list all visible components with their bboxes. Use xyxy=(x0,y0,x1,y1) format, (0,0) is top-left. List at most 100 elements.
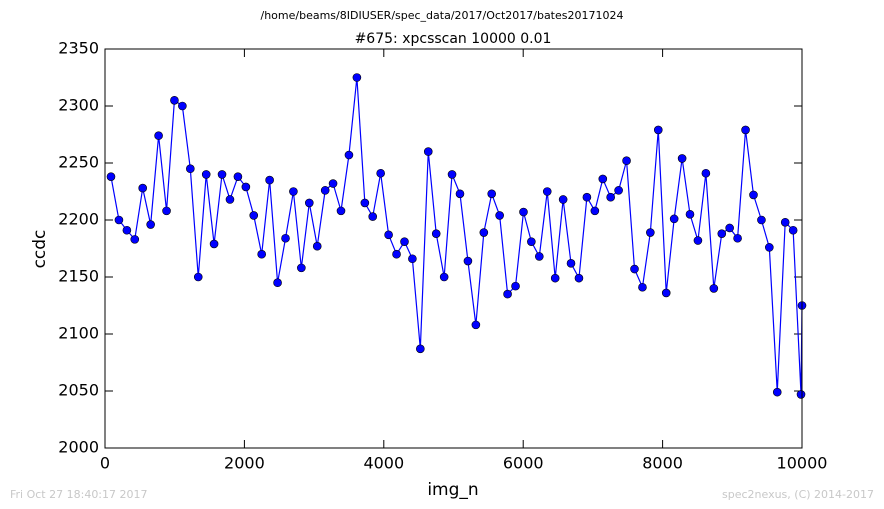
point xyxy=(146,220,155,229)
plot-frame xyxy=(104,48,803,449)
point xyxy=(241,182,251,192)
point xyxy=(757,215,766,225)
point xyxy=(487,189,496,199)
point xyxy=(289,187,298,196)
point xyxy=(154,131,163,140)
point xyxy=(257,249,266,259)
point xyxy=(590,206,600,216)
point xyxy=(741,125,750,135)
point xyxy=(336,206,346,216)
point xyxy=(130,235,140,244)
point xyxy=(717,229,727,238)
point xyxy=(566,259,576,268)
point xyxy=(503,289,512,299)
point xyxy=(685,210,695,219)
series-line xyxy=(110,77,803,395)
x-tick-label: 10000 xyxy=(777,454,828,473)
point xyxy=(328,179,338,188)
point xyxy=(796,390,806,399)
point xyxy=(344,150,354,160)
point xyxy=(273,278,282,288)
point xyxy=(733,233,742,243)
y-tick-label: 2100 xyxy=(58,324,99,343)
point xyxy=(622,156,631,166)
point xyxy=(312,241,322,251)
point xyxy=(669,214,679,224)
point xyxy=(193,272,203,282)
point xyxy=(384,230,393,240)
y-tick-label: 2300 xyxy=(58,96,99,115)
point xyxy=(376,168,385,178)
point xyxy=(368,212,378,221)
point xyxy=(550,273,560,283)
y-tick-label: 2200 xyxy=(58,210,99,229)
point xyxy=(677,154,687,163)
point xyxy=(495,211,504,220)
point xyxy=(431,229,441,238)
point xyxy=(249,211,259,220)
point xyxy=(297,263,306,273)
point xyxy=(535,252,544,261)
point xyxy=(709,284,719,293)
y-axis-label: ccdc xyxy=(30,230,50,269)
point xyxy=(772,387,782,397)
y-tick-label: 2000 xyxy=(58,438,99,457)
x-tick-label: 0 xyxy=(100,454,110,473)
point xyxy=(598,174,608,184)
point xyxy=(582,192,592,202)
point xyxy=(360,198,370,208)
y-tick-label: 2250 xyxy=(58,153,99,172)
point xyxy=(765,243,774,252)
point xyxy=(304,198,314,208)
point xyxy=(178,101,187,111)
point xyxy=(265,175,274,185)
point xyxy=(455,189,465,199)
point xyxy=(281,233,290,243)
point xyxy=(646,228,655,237)
point xyxy=(519,207,528,217)
point xyxy=(423,147,433,156)
chart-title: #675: xpcsscan 10000 0.01 xyxy=(355,31,552,47)
point xyxy=(170,96,179,105)
x-axis-label: img_n xyxy=(427,480,478,500)
point xyxy=(400,237,409,246)
x-tick-label: 2000 xyxy=(224,454,265,473)
x-tick-label: 6000 xyxy=(503,454,544,473)
footer-right: spec2nexus, (C) 2014-2017 xyxy=(722,488,874,501)
point xyxy=(320,186,330,195)
point xyxy=(693,236,703,245)
point xyxy=(447,170,457,179)
point xyxy=(352,73,362,82)
footer-left: Fri Oct 27 18:40:17 2017 xyxy=(10,488,148,501)
x-tick-label: 4000 xyxy=(363,454,404,473)
point xyxy=(162,206,171,216)
point xyxy=(574,273,584,283)
point xyxy=(138,183,148,193)
point xyxy=(511,281,520,291)
point xyxy=(701,168,711,178)
point xyxy=(106,172,116,181)
point xyxy=(788,225,798,235)
point xyxy=(209,239,219,249)
point xyxy=(186,164,195,173)
point xyxy=(463,256,473,266)
point xyxy=(527,237,536,246)
point xyxy=(471,320,481,330)
point xyxy=(416,344,425,354)
point xyxy=(606,192,615,202)
point xyxy=(217,170,227,179)
point xyxy=(749,190,758,200)
point xyxy=(114,215,124,225)
x-tick-label: 8000 xyxy=(642,454,683,473)
y-tick-label: 2350 xyxy=(58,39,99,58)
point xyxy=(122,225,132,235)
point xyxy=(558,195,568,204)
point xyxy=(392,249,401,259)
point xyxy=(614,186,623,195)
point xyxy=(653,125,663,135)
suptitle: /home/beams/8IDIUSER/spec_data/2017/Oct2… xyxy=(261,9,624,22)
point xyxy=(661,288,671,298)
point xyxy=(638,282,647,292)
